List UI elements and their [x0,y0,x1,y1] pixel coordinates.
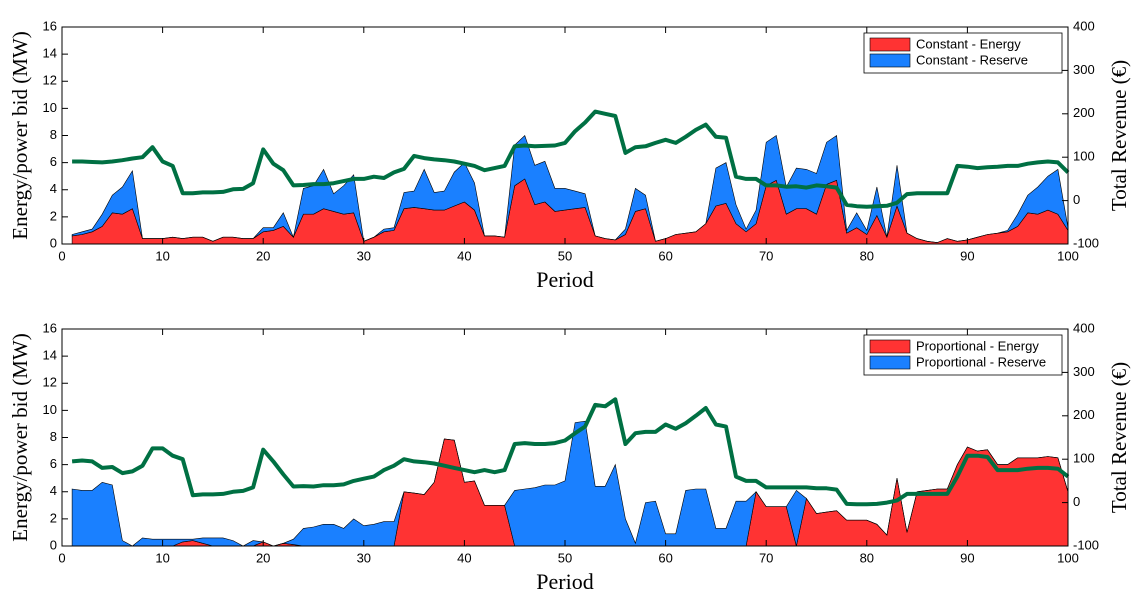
x-axis-label: Period [536,569,593,594]
x-tick-label: 80 [860,550,874,565]
y2-tick-label: 200 [1073,105,1095,120]
x-tick-label: 0 [58,550,65,565]
y-axis-label: Energy/power bid (MW) [8,31,32,239]
y2-tick-label: 400 [1073,18,1095,33]
x-tick-label: 100 [1057,550,1079,565]
x-tick-label: 10 [155,248,169,263]
x-tick-label: 20 [256,248,270,263]
y-tick-label: 4 [50,483,57,498]
y2-tick-label: 0 [1073,192,1080,207]
x-tick-label: 70 [759,248,773,263]
x-tick-label: 0 [58,248,65,263]
x-tick-label: 10 [155,550,169,565]
y-tick-label: 10 [43,100,57,115]
y2-tick-label: 100 [1073,149,1095,164]
y2-axis-label: Total Revenue (€) [1107,362,1131,513]
legend-swatch [869,355,911,370]
y-tick-label: 0 [50,537,57,552]
y2-tick-label: -100 [1073,537,1099,552]
y2-tick-label: 0 [1073,494,1080,509]
y-tick-label: 8 [50,429,57,444]
x-tick-label: 60 [658,248,672,263]
x-tick-label: 60 [658,550,672,565]
area [71,178,1069,245]
y-tick-label: 12 [43,375,57,390]
y2-tick-label: 400 [1073,320,1095,335]
y-tick-label: 0 [50,235,57,250]
x-tick-label: 50 [558,248,572,263]
line [71,397,1070,507]
x-tick-label: 50 [558,550,572,565]
line [72,109,1070,209]
y-tick-label: 12 [43,73,57,88]
y-tick-label: 2 [50,510,57,525]
y-tick-label: 14 [43,348,57,363]
x-tick-label: 70 [759,550,773,565]
x-tick-label: 80 [860,248,874,263]
y2-axis-label: Total Revenue (€) [1107,60,1131,211]
y-tick-label: 4 [50,181,57,196]
legend-swatch [869,37,911,52]
x-tick-label: 30 [357,550,371,565]
y-tick-label: 6 [50,154,57,169]
y-tick-label: 2 [50,208,57,223]
y-tick-label: 14 [43,46,57,61]
x-tick-label: 40 [457,550,471,565]
y2-tick-label: 300 [1073,62,1095,77]
y2-tick-label: 200 [1073,407,1095,422]
legend-label: Constant - Energy [916,36,1021,51]
x-tick-label: 90 [960,248,974,263]
y-tick-label: 16 [43,18,57,33]
x-tick-label: 90 [960,550,974,565]
y-axis-label: Energy/power bid (MW) [8,333,32,541]
y2-tick-label: 300 [1073,364,1095,379]
y-tick-label: 16 [43,320,57,335]
legend-swatch [869,339,911,354]
x-axis-label: Period [536,267,593,292]
legend-swatch [869,53,911,68]
legend-label: Proportional - Energy [916,338,1039,353]
y-tick-label: 6 [50,456,57,471]
subplot: 0 10 20 30 40 50 60 70 80 90 100 0 2 4 6 8 10 12 14 16 -100 0… [8,320,1131,594]
x-tick-label: 20 [256,550,270,565]
x-tick-label: 30 [357,248,371,263]
legend-label: Constant - Reserve [916,52,1028,67]
x-tick-label: 100 [1057,248,1079,263]
legend-label: Proportional - Reserve [916,354,1046,369]
y-tick-label: 8 [50,127,57,142]
x-tick-label: 40 [457,248,471,263]
y2-tick-label: -100 [1073,235,1099,250]
y2-tick-label: 100 [1073,451,1095,466]
y-tick-label: 10 [43,402,57,417]
subplot: 0 10 20 30 40 50 60 70 80 90 100 0 2 4 6 8 10 12 14 16 -100 0… [8,18,1131,292]
